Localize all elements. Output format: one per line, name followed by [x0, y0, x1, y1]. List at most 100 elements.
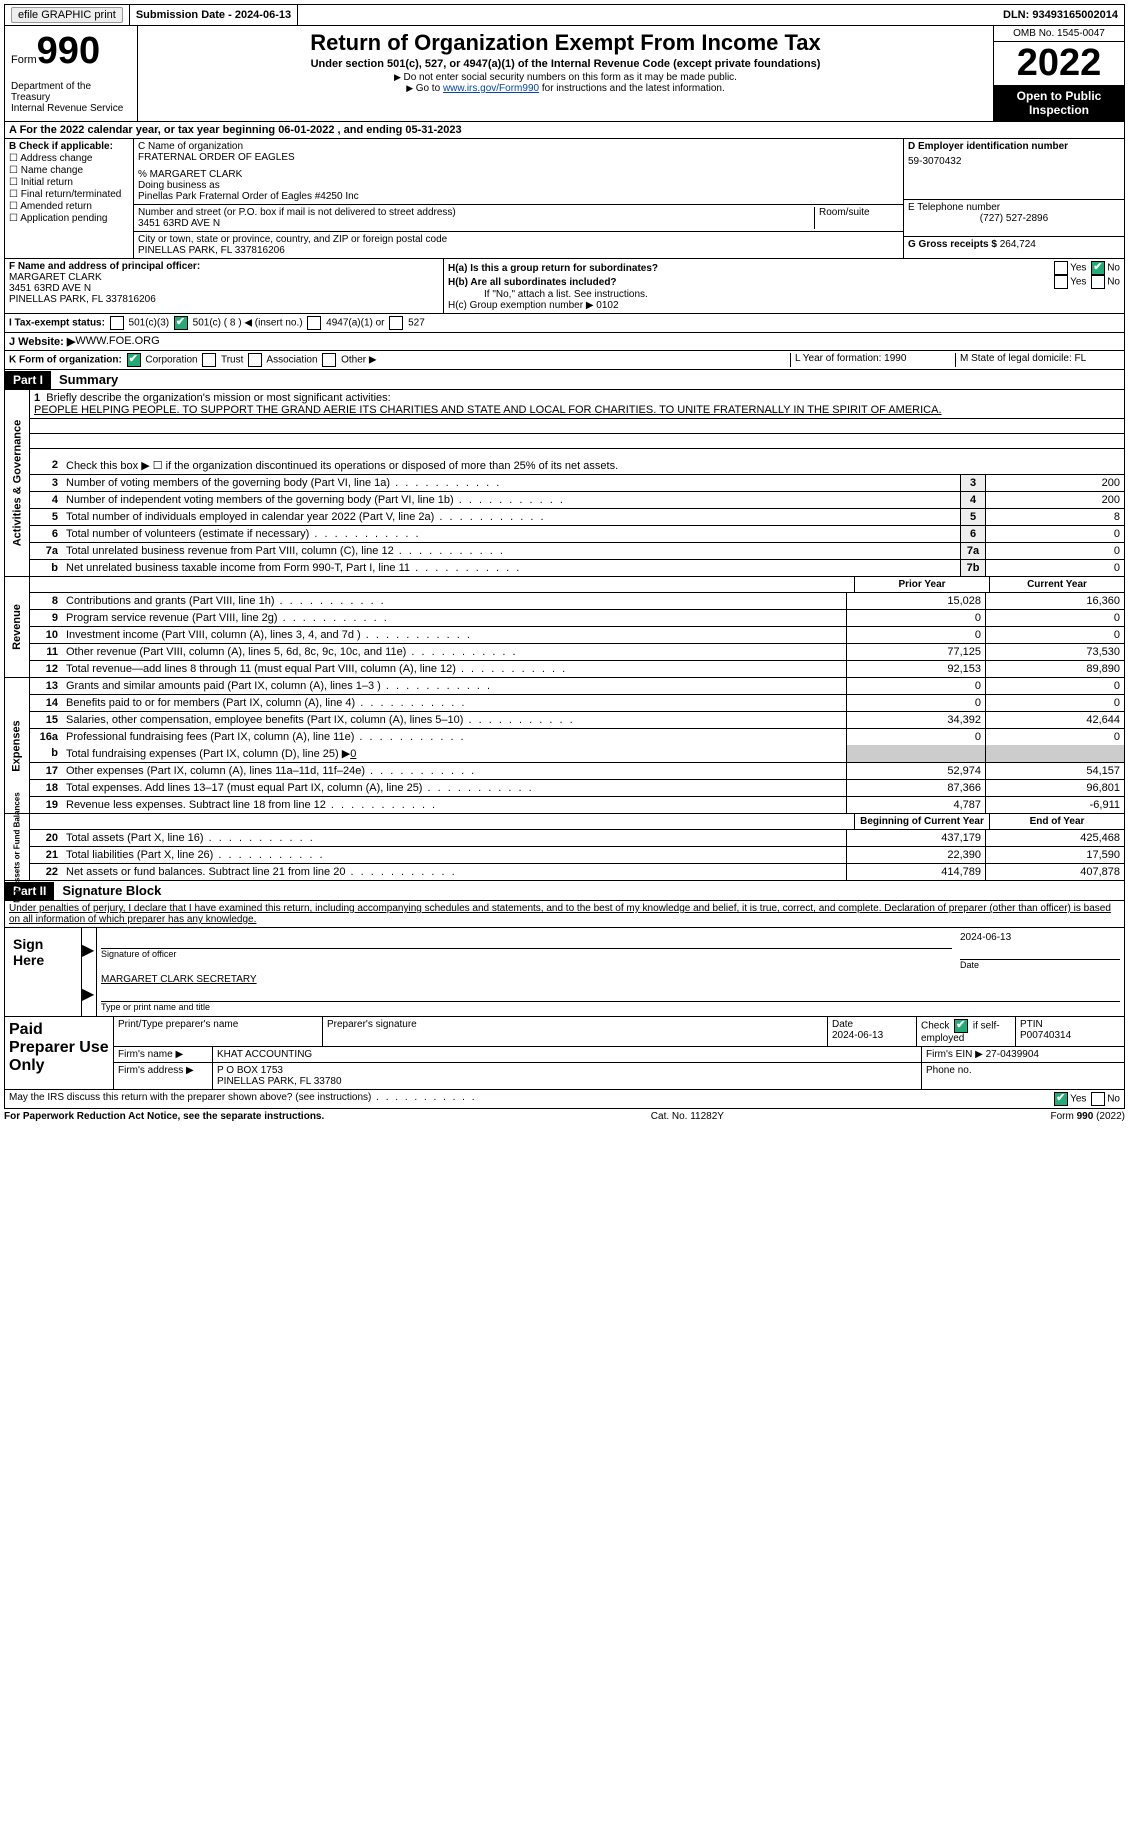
- chk-501c3[interactable]: [110, 316, 124, 330]
- declaration: Under penalties of perjury, I declare th…: [4, 901, 1125, 928]
- gov-section: Activities & Governance 1 Briefly descri…: [4, 390, 1125, 577]
- hb-no[interactable]: [1091, 275, 1105, 289]
- phone: (727) 527-2896: [908, 213, 1120, 224]
- chk-pending[interactable]: ☐ Application pending: [9, 213, 129, 224]
- chk-trust[interactable]: [202, 353, 216, 367]
- row-I: I Tax-exempt status: 501(c)(3) 501(c) ( …: [4, 314, 1125, 333]
- street-label: Number and street (or P.O. box if mail i…: [138, 207, 810, 218]
- cat-no: Cat. No. 11282Y: [651, 1111, 724, 1122]
- rev-content: Prior Year Current Year 8 Contributions …: [30, 577, 1124, 677]
- line-20: 20 Total assets (Part X, line 16) 437,17…: [30, 830, 1124, 847]
- street-cell: Number and street (or P.O. box if mail i…: [134, 205, 903, 232]
- Hb: H(b) Are all subordinates included? Yes …: [448, 275, 1120, 289]
- rev-section: Revenue Prior Year Current Year 8 Contri…: [4, 577, 1125, 678]
- open-inspection: Open to Public Inspection: [994, 85, 1124, 121]
- sig-officer-line: Signature of officer: [101, 948, 952, 959]
- blank3: [30, 449, 1124, 457]
- col-D: D Employer identification number 59-3070…: [904, 139, 1124, 258]
- line-14: 14 Benefits paid to or for members (Part…: [30, 695, 1124, 712]
- decl-text: Under penalties of perjury, I declare th…: [9, 903, 1111, 925]
- gov-content: 1 Briefly describe the organization's mi…: [30, 390, 1124, 576]
- room-label: Room/suite: [815, 207, 899, 229]
- section-FH: F Name and address of principal officer:…: [4, 259, 1125, 314]
- website: WWW.FOE.ORG: [75, 335, 159, 348]
- chk-501c[interactable]: [174, 316, 188, 330]
- care-of: % MARGARET CLARK: [138, 169, 899, 180]
- city-label: City or town, state or province, country…: [138, 234, 899, 245]
- line-1: 1 Briefly describe the organization's mi…: [30, 390, 1124, 419]
- dba-label: Doing business as: [138, 180, 899, 191]
- line-8: 8 Contributions and grants (Part VIII, l…: [30, 593, 1124, 610]
- sign-date: 2024-06-13: [960, 932, 1120, 943]
- org-name: FRATERNAL ORDER OF EAGLES: [138, 152, 899, 163]
- discuss-text: May the IRS discuss this return with the…: [9, 1092, 1052, 1106]
- exp-content: 13 Grants and similar amounts paid (Part…: [30, 678, 1124, 813]
- line-19: 19 Revenue less expenses. Subtract line …: [30, 797, 1124, 813]
- chk-assoc[interactable]: [248, 353, 262, 367]
- note-goto: Go to www.irs.gov/Form990 for instructio…: [142, 83, 989, 94]
- blank2: [30, 434, 1124, 449]
- Hb-note: If "No," attach a list. See instructions…: [448, 289, 1120, 300]
- row-A: A For the 2022 calendar year, or tax yea…: [4, 122, 1125, 139]
- chk-initial[interactable]: ☐ Initial return: [9, 177, 129, 188]
- officer-street: 3451 63RD AVE N: [9, 283, 439, 294]
- line-b: b Net unrelated business taxable income …: [30, 560, 1124, 576]
- spacer: [298, 5, 997, 25]
- form-subtitle: Under section 501(c), 527, or 4947(a)(1)…: [142, 58, 989, 70]
- part1-header: Part I Summary: [4, 370, 1125, 390]
- year-box: OMB No. 1545-0047 2022 Open to Public In…: [994, 26, 1124, 121]
- part2-title: Signature Block: [54, 881, 169, 900]
- line-11: 11 Other revenue (Part VIII, column (A),…: [30, 644, 1124, 661]
- exp-section: Expenses 13 Grants and similar amounts p…: [4, 678, 1125, 814]
- form-header: Form990 Department of the Treasury Inter…: [4, 26, 1125, 122]
- top-bar: efile GRAPHIC print Submission Date - 20…: [4, 4, 1125, 26]
- form-number-box: Form990 Department of the Treasury Inter…: [5, 26, 138, 121]
- beg-year-hdr: Beginning of Current Year: [854, 814, 989, 829]
- curr-year-hdr: Current Year: [989, 577, 1124, 592]
- line-7a: 7a Total unrelated business revenue from…: [30, 543, 1124, 560]
- arrow-icon: ▶: [82, 984, 96, 1004]
- col-B: B Check if applicable: ☐ Address change …: [5, 139, 134, 258]
- J-label: J Website: ▶: [9, 335, 75, 348]
- chk-amended[interactable]: ☐ Amended return: [9, 201, 129, 212]
- ha-yes[interactable]: [1054, 261, 1068, 275]
- sign-here-label: Sign Here: [5, 928, 82, 1016]
- Ha: H(a) Is this a group return for subordin…: [448, 261, 1120, 275]
- chk-name[interactable]: ☐ Name change: [9, 165, 129, 176]
- line-3: 3 Number of voting members of the govern…: [30, 475, 1124, 492]
- line-15: 15 Salaries, other compensation, employe…: [30, 712, 1124, 729]
- rev-vlabel: Revenue: [5, 577, 30, 677]
- paperwork-notice: For Paperwork Reduction Act Notice, see …: [4, 1111, 324, 1122]
- officer-city: PINELLAS PARK, FL 337816206: [9, 294, 439, 305]
- gross-val: 264,724: [1000, 239, 1036, 250]
- chk-final[interactable]: ☐ Final return/terminated: [9, 189, 129, 200]
- paid-preparer-block: Paid Preparer Use Only Print/Type prepar…: [4, 1017, 1125, 1090]
- discuss-no[interactable]: [1091, 1092, 1105, 1106]
- irs-link[interactable]: www.irs.gov/Form990: [443, 83, 539, 94]
- mission-text: PEOPLE HELPING PEOPLE. TO SUPPORT THE GR…: [34, 404, 1120, 416]
- line-16a: 16a Professional fundraising fees (Part …: [30, 729, 1124, 745]
- line-17: 17 Other expenses (Part IX, column (A), …: [30, 763, 1124, 780]
- line-22: 22 Net assets or fund balances. Subtract…: [30, 864, 1124, 880]
- chk-address[interactable]: ☐ Address change: [9, 153, 129, 164]
- net-hdr: Beginning of Current Year End of Year: [30, 814, 1124, 830]
- hb-yes[interactable]: [1054, 275, 1068, 289]
- ha-no[interactable]: [1091, 261, 1105, 275]
- chk-self-employed[interactable]: [954, 1019, 968, 1033]
- B-label: B Check if applicable:: [9, 141, 129, 152]
- sign-here-block: Sign Here ▶ ▶ Signature of officer 2024-…: [4, 928, 1125, 1017]
- chk-527[interactable]: [389, 316, 403, 330]
- city-cell: City or town, state or province, country…: [134, 232, 903, 258]
- chk-other[interactable]: [322, 353, 336, 367]
- discuss-yes[interactable]: [1054, 1092, 1068, 1106]
- efile-btn[interactable]: efile GRAPHIC print: [11, 7, 123, 23]
- F-label: F Name and address of principal officer:: [9, 261, 439, 272]
- city: PINELLAS PARK, FL 337816206: [138, 245, 899, 256]
- chk-corp[interactable]: [127, 353, 141, 367]
- rev-hdr: Prior Year Current Year: [30, 577, 1124, 593]
- prior-year-hdr: Prior Year: [854, 577, 989, 592]
- line-4: 4 Number of independent voting members o…: [30, 492, 1124, 509]
- chk-4947[interactable]: [307, 316, 321, 330]
- line-16b: b Total fundraising expenses (Part IX, c…: [30, 745, 1124, 763]
- paid-row-1: Print/Type preparer's name Preparer's si…: [114, 1017, 1124, 1047]
